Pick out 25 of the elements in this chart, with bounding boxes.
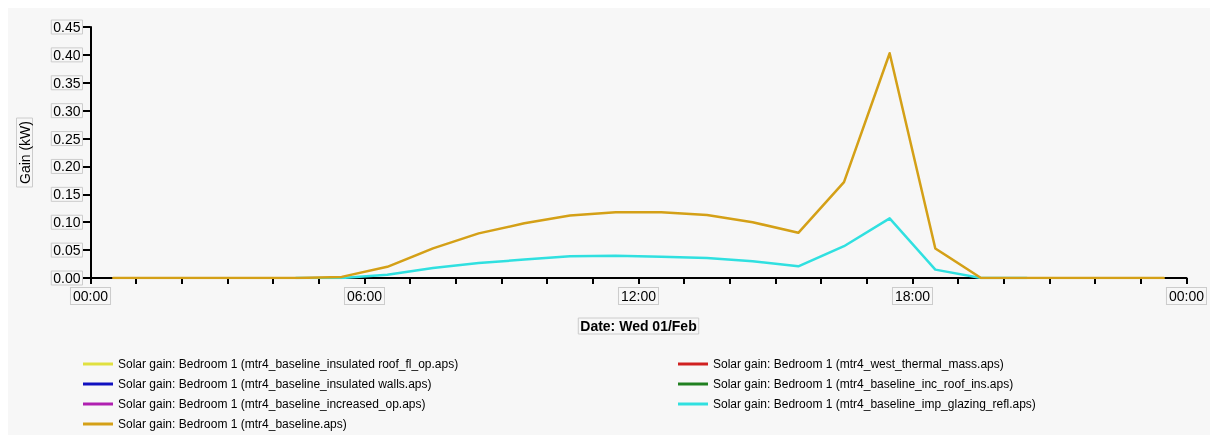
y-tick-label: 0.00 <box>53 270 81 286</box>
legend-label: Solar gain: Bedroom 1 (mtr4_baseline_inc_roof_ins.aps) <box>713 377 1014 391</box>
y-tick-label: 0.10 <box>53 214 81 231</box>
y-tick-label: 0.20 <box>53 158 81 175</box>
y-tick-label: 0.15 <box>53 186 81 203</box>
legend-label: Solar gain: Bedroom 1 (mtr4_baseline.aps) <box>118 417 347 431</box>
x-tick-label: 06:00 <box>346 288 383 304</box>
x-tick-label: 00:00 <box>1168 288 1205 304</box>
x-tick-label: 12:00 <box>620 288 657 304</box>
y-tick-label: 0.05 <box>53 242 81 259</box>
y-tick-label: 0.45 <box>53 19 81 35</box>
x-tick-label: 18:00 <box>894 288 931 304</box>
legend-label: Solar gain: Bedroom 1 (mtr4_baseline_imp_glazing_refl.aps) <box>713 397 1036 411</box>
y-tick-label: 0.35 <box>53 74 81 91</box>
legend-label: Solar gain: Bedroom 1 (mtr4_baseline_insulated walls.aps) <box>118 377 432 391</box>
x-axis-title: Date: Wed 01/Feb <box>580 318 697 334</box>
legend-label: Solar gain: Bedroom 1 (mtr4_west_thermal_mass.aps) <box>713 357 1004 371</box>
y-tick-label: 0.30 <box>53 102 81 119</box>
line-series <box>112 51 1165 280</box>
legend-label: Solar gain: Bedroom 1 (mtr4_baseline_increased_op.aps) <box>118 397 426 411</box>
y-tick-label: 0.25 <box>53 130 81 147</box>
y-axis-title: Gain (kW) <box>16 121 33 184</box>
y-tick-label: 0.40 <box>53 46 81 63</box>
x-tick-label: 00:00 <box>72 288 109 304</box>
legend-label: Solar gain: Bedroom 1 (mtr4_baseline_insulated roof_fl_op.aps) <box>118 357 459 371</box>
